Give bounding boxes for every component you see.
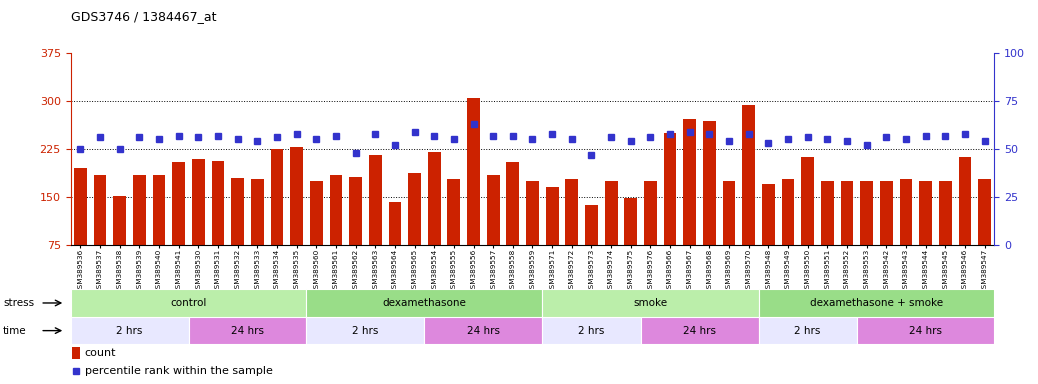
Text: 2 hrs: 2 hrs	[794, 326, 821, 336]
Text: 24 hrs: 24 hrs	[467, 326, 500, 336]
Bar	[251, 179, 264, 245]
Text: 2 hrs: 2 hrs	[116, 326, 143, 336]
Bar	[542, 317, 640, 344]
Bar	[507, 162, 519, 245]
Bar	[546, 187, 558, 245]
Bar	[306, 289, 542, 317]
Bar	[113, 196, 126, 245]
Bar	[212, 161, 224, 245]
Bar	[487, 175, 499, 245]
Bar	[821, 181, 834, 245]
Bar	[133, 175, 145, 245]
Bar	[310, 181, 323, 245]
Bar	[644, 181, 657, 245]
Bar	[920, 181, 932, 245]
Bar	[271, 149, 283, 245]
Text: 24 hrs: 24 hrs	[909, 326, 943, 336]
Bar	[368, 156, 382, 245]
Bar	[192, 159, 204, 245]
Bar	[349, 177, 362, 245]
Bar	[683, 119, 696, 245]
Bar	[703, 121, 716, 245]
Bar	[663, 133, 677, 245]
Bar	[861, 181, 873, 245]
Text: 24 hrs: 24 hrs	[231, 326, 264, 336]
Text: 24 hrs: 24 hrs	[683, 326, 716, 336]
Bar	[93, 175, 107, 245]
Text: stress: stress	[3, 298, 34, 308]
Bar	[447, 179, 460, 245]
Bar	[900, 179, 912, 245]
Bar	[71, 317, 189, 344]
Bar	[742, 106, 755, 245]
Bar	[762, 184, 774, 245]
Bar	[388, 202, 402, 245]
Text: time: time	[3, 326, 27, 336]
Bar	[801, 157, 814, 245]
Bar	[71, 289, 306, 317]
Text: GDS3746 / 1384467_at: GDS3746 / 1384467_at	[71, 10, 216, 23]
Bar	[408, 173, 421, 245]
Bar	[291, 147, 303, 245]
Bar	[428, 152, 440, 245]
Bar	[74, 168, 87, 245]
Bar	[306, 317, 425, 344]
Bar	[978, 179, 991, 245]
Bar	[72, 347, 80, 359]
Bar	[880, 181, 893, 245]
Bar	[231, 178, 244, 245]
Bar	[526, 181, 539, 245]
Bar	[722, 181, 736, 245]
Bar	[585, 205, 598, 245]
Bar	[329, 175, 343, 245]
Text: control: control	[170, 298, 207, 308]
Bar	[542, 289, 759, 317]
Text: count: count	[85, 348, 116, 358]
Bar	[605, 181, 618, 245]
Bar	[759, 317, 856, 344]
Bar	[153, 175, 165, 245]
Bar	[640, 317, 759, 344]
Text: 2 hrs: 2 hrs	[578, 326, 605, 336]
Bar	[958, 157, 972, 245]
Bar	[425, 317, 542, 344]
Bar	[856, 317, 994, 344]
Bar	[467, 98, 480, 245]
Text: dexamethasone + smoke: dexamethasone + smoke	[810, 298, 944, 308]
Text: smoke: smoke	[633, 298, 667, 308]
Bar	[172, 162, 185, 245]
Bar	[841, 181, 853, 245]
Bar	[566, 179, 578, 245]
Bar	[939, 181, 952, 245]
Text: percentile rank within the sample: percentile rank within the sample	[85, 366, 272, 376]
Bar	[625, 198, 637, 245]
Bar	[189, 317, 306, 344]
Bar	[782, 179, 794, 245]
Text: 2 hrs: 2 hrs	[352, 326, 379, 336]
Text: dexamethasone: dexamethasone	[382, 298, 466, 308]
Bar	[759, 289, 994, 317]
